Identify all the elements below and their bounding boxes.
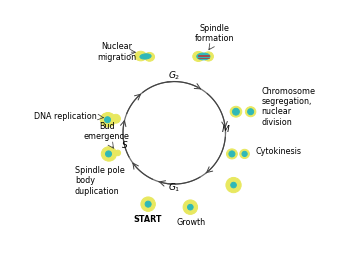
Text: Chromosome
segregation,
nuclear
division: Chromosome segregation, nuclear division (262, 87, 316, 127)
Circle shape (233, 108, 239, 115)
Text: DNA replication: DNA replication (34, 112, 97, 121)
Circle shape (112, 114, 120, 123)
Circle shape (229, 151, 235, 157)
Circle shape (104, 117, 110, 123)
Ellipse shape (226, 177, 241, 193)
Text: Bud
emergence: Bud emergence (84, 122, 130, 141)
Ellipse shape (100, 112, 116, 127)
Circle shape (188, 204, 193, 210)
Ellipse shape (203, 52, 214, 61)
Text: S: S (122, 141, 128, 150)
Ellipse shape (141, 197, 155, 211)
Text: Spindle
formation: Spindle formation (195, 24, 234, 43)
Circle shape (105, 151, 112, 157)
Text: Nuclear
migration: Nuclear migration (98, 42, 137, 62)
Ellipse shape (140, 54, 151, 59)
Text: START: START (134, 215, 163, 224)
Text: $G_1$: $G_1$ (168, 182, 181, 194)
Ellipse shape (197, 53, 210, 60)
Ellipse shape (193, 51, 204, 62)
Ellipse shape (183, 200, 198, 214)
Text: M: M (222, 125, 230, 134)
Circle shape (115, 150, 121, 156)
Ellipse shape (226, 149, 237, 159)
Circle shape (248, 109, 254, 115)
Text: Growth: Growth (177, 218, 206, 227)
Text: Cytokinesis: Cytokinesis (256, 147, 302, 156)
Ellipse shape (240, 149, 250, 158)
Text: $G_2$: $G_2$ (168, 69, 181, 82)
Circle shape (242, 151, 247, 157)
Ellipse shape (135, 51, 147, 61)
Ellipse shape (245, 107, 256, 117)
Ellipse shape (101, 147, 117, 161)
Ellipse shape (144, 52, 155, 61)
Text: Spindle pole
body
duplication: Spindle pole body duplication (75, 166, 124, 196)
Circle shape (145, 201, 151, 207)
Ellipse shape (230, 106, 242, 117)
Circle shape (231, 182, 236, 188)
